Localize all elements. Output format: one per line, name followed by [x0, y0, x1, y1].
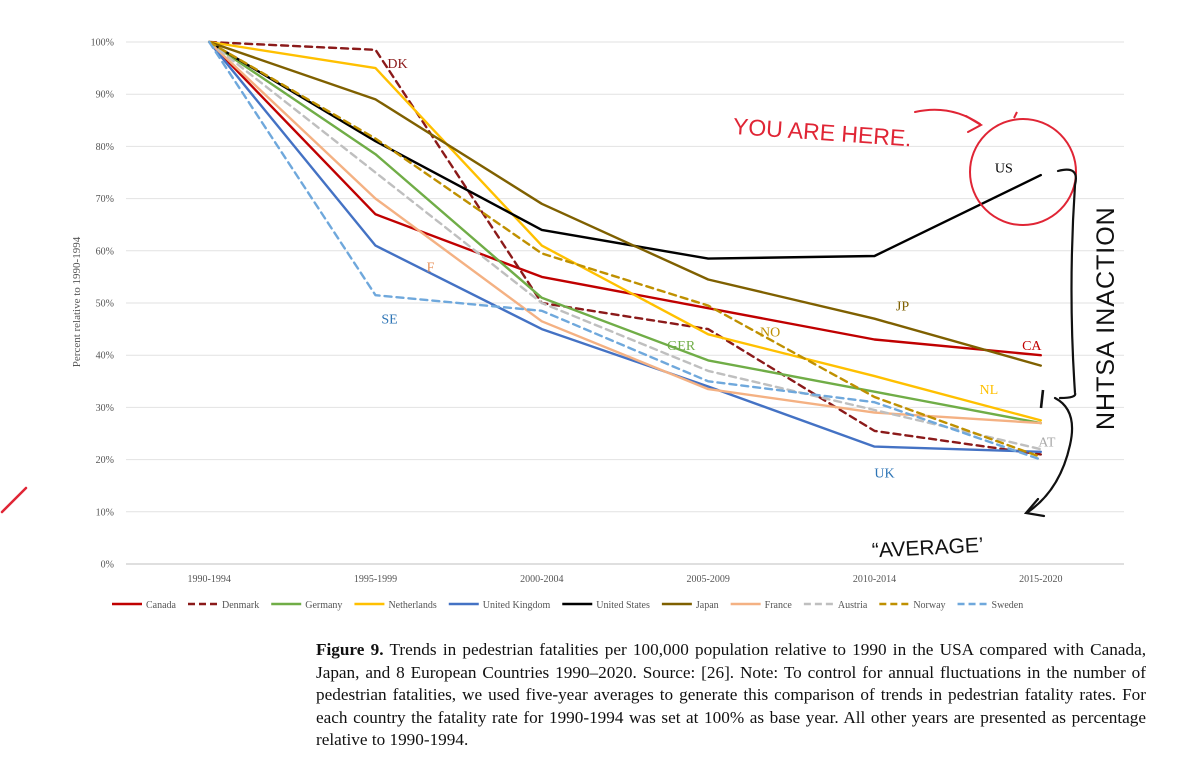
- series-line-united-states: [207, 40, 1043, 260]
- y-tick-labels: 0% 10% 20% 30% 40% 50% 60% 70% 80% 90% 100%: [91, 38, 114, 571]
- x-tick-labels: 1990-1994 1995-1999 2000-2004 2005-2009 2010…: [187, 574, 1062, 585]
- series-line-germany: [207, 40, 1043, 425]
- series-line-japan: [207, 40, 1043, 367]
- x-tick-label: 2010-2014: [853, 574, 896, 585]
- series-line-sweden: [207, 40, 1043, 461]
- series-line-united-kingdom: [207, 40, 1043, 453]
- y-tick-label: 90%: [96, 90, 114, 101]
- y-tick-label: 80%: [96, 142, 114, 153]
- line-chart: 0% 10% 20% 30% 40% 50% 60% 70% 80% 90% 100% 1990-1…: [0, 38, 1124, 611]
- x-tick-label: 2005-2009: [686, 574, 729, 585]
- x-tick-label: 1990-1994: [187, 574, 230, 585]
- series-line-netherlands: [207, 40, 1043, 422]
- x-tick-label: 2015-2020: [1019, 574, 1062, 585]
- y-tick-label: 60%: [96, 246, 114, 257]
- series-line-denmark: [207, 40, 1043, 456]
- y-tick-label: 0%: [101, 560, 114, 571]
- y-tick-label: 20%: [96, 455, 114, 466]
- series-lines: [207, 40, 1043, 461]
- nhtsa-inaction-text: NHTSA INACTION: [1092, 206, 1120, 430]
- annotation-ca: CA: [1022, 339, 1042, 354]
- legend-entry: United States: [596, 600, 650, 611]
- y-tick-label: 100%: [91, 38, 114, 49]
- figure-caption: Figure 9. Trends in pedestrian fatalitie…: [316, 639, 1146, 752]
- average-text: “AVERAGE’: [871, 534, 984, 563]
- x-tick-label: 2000-2004: [520, 574, 563, 585]
- annotation-no: NO: [760, 326, 780, 341]
- annotation-se: SE: [381, 313, 397, 328]
- annotation-ger: GER: [667, 339, 696, 354]
- black-tick-mark: [1039, 389, 1045, 409]
- stray-red-stroke: [0, 486, 28, 514]
- average-arrowhead: [1023, 497, 1046, 518]
- nhtsa-bracket: [1056, 168, 1077, 400]
- annotation-us: US: [995, 161, 1013, 176]
- legend-entry: Canada: [146, 600, 177, 611]
- series-line-france: [207, 40, 1043, 425]
- us-highlight-circle: [969, 118, 1077, 226]
- y-tick-label: 50%: [96, 299, 114, 310]
- red-tick: [1013, 111, 1018, 119]
- legend-entry: Austria: [838, 600, 868, 611]
- legend-entry: Sweden: [992, 600, 1024, 611]
- legend-entry: France: [765, 600, 793, 611]
- legend-entry: Netherlands: [388, 600, 436, 611]
- y-tick-label: 40%: [96, 351, 114, 362]
- y-axis-label: Percent relative to 1990-1994: [71, 236, 83, 367]
- legend-entry: Germany: [305, 600, 342, 611]
- average-arrow: [1026, 396, 1074, 514]
- annotation-jp: JP: [896, 300, 909, 315]
- y-tick-label: 30%: [96, 403, 114, 414]
- red-arrow: [914, 108, 981, 125]
- series-line-austria: [207, 40, 1043, 451]
- legend: Canada Denmark Germany Netherlands United Ki…: [112, 600, 1023, 611]
- you-are-here-text: YOU ARE HERE.: [732, 113, 912, 151]
- annotation-nl: NL: [979, 383, 998, 398]
- caption-text: Trends in pedestrian fatalities per 100,…: [316, 640, 1146, 749]
- legend-entry: Norway: [913, 600, 945, 611]
- annotation-at: AT: [1038, 435, 1056, 450]
- red-arrowhead: [965, 115, 984, 133]
- y-tick-label: 10%: [96, 507, 114, 518]
- figure-label: Figure 9.: [316, 640, 384, 659]
- annotation-uk: UK: [874, 467, 894, 482]
- annotation-f: F: [427, 260, 435, 275]
- legend-entry: Japan: [696, 600, 719, 611]
- legend-entry: Denmark: [222, 600, 259, 611]
- y-tick-label: 70%: [96, 194, 114, 205]
- legend-entry: United Kingdom: [483, 600, 551, 611]
- series-line-canada: [207, 40, 1043, 357]
- series-line-norway: [207, 40, 1043, 459]
- annotation-dk: DK: [387, 57, 407, 72]
- x-tick-label: 1995-1999: [354, 574, 397, 585]
- country-annotations: DK F SE GER NO JP CA NL AT UK US: [381, 57, 1056, 482]
